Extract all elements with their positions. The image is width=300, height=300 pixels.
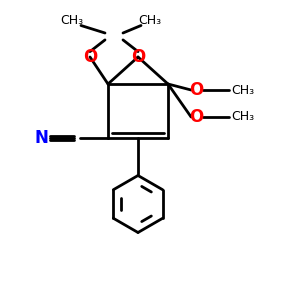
Text: O: O (131, 48, 145, 66)
Text: O: O (83, 48, 97, 66)
Text: CH₃: CH₃ (60, 14, 84, 28)
Text: O: O (189, 108, 204, 126)
Text: O: O (189, 81, 204, 99)
Text: CH₃: CH₃ (231, 83, 255, 97)
Text: CH₃: CH₃ (138, 14, 162, 28)
Text: CH₃: CH₃ (231, 110, 255, 124)
Text: N: N (34, 129, 48, 147)
